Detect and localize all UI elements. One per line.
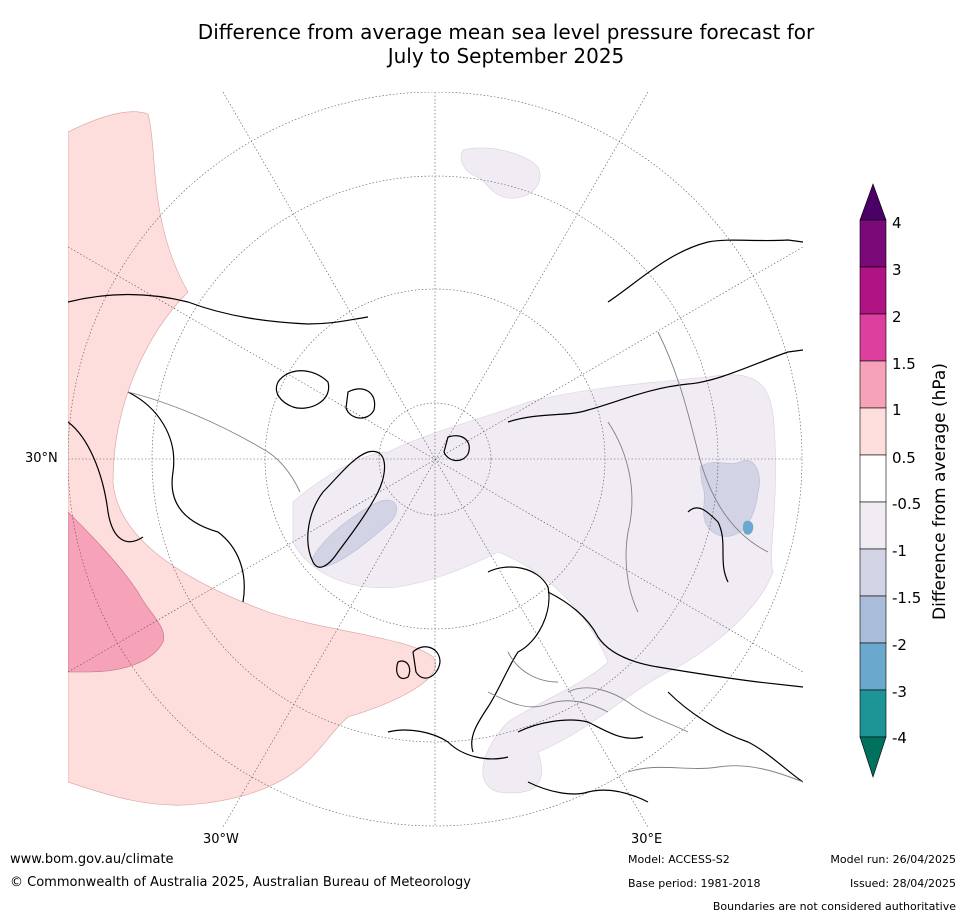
colorbar-segment [859,219,887,268]
lon-30e-label: 30°E [631,832,663,847]
colorbar-label-neg-2: -2 [892,636,907,654]
colorbar-label-0-5: 0.5 [892,449,916,467]
lon-30w-label: 30°W [203,832,239,847]
chart-title: Difference from average mean sea level p… [0,20,965,68]
boundaries-note: Boundaries are not considered authoritat… [712,900,956,913]
graticule [68,92,803,827]
colorbar-segment [859,407,887,456]
strong-positive-anomaly-region [68,511,165,673]
siberia-strong-negative-spot [742,520,754,535]
colorbar-label-neg-4: -4 [892,729,907,747]
base-period-text: Base period: 1981-2018 [628,877,761,890]
colorbar-segment [859,454,887,503]
colorbar-extend-top [859,183,887,221]
polar-map [68,92,803,827]
siberia-negative-anomaly [699,460,760,537]
colorbar-label-neg-0-5: -0.5 [892,495,922,513]
colorbar-label-4: 4 [892,214,902,232]
model-run-text: Model run: 26/04/2025 [830,853,956,866]
negative-anomaly-region [292,374,776,794]
country-borders [127,331,803,783]
colorbar-extend-bottom [859,736,887,778]
colorbar-label-neg-1: -1 [892,542,907,560]
colorbar-segment [859,266,887,315]
colorbar-segment [859,501,887,550]
colorbar-segment [859,642,887,691]
title-line-1: Difference from average mean sea level p… [197,20,815,44]
colorbar-label-3: 3 [892,261,902,279]
colorbar-segment [859,313,887,362]
greenland-negative-anomaly [312,499,397,568]
colorbar-label-1: 1 [892,401,902,419]
colorbar-label-neg-3: -3 [892,683,907,701]
colorbar-label-neg-1-5: -1.5 [892,589,922,607]
colorbar-title: Difference from average (hPa) [930,363,950,620]
model-text: Model: ACCESS-S2 [628,853,730,866]
issued-text: Issued: 28/04/2025 [849,877,956,890]
coastlines [68,239,803,803]
colorbar-segment [859,360,887,409]
colorbar-segment [859,548,887,597]
copyright-text: © Commonwealth of Australia 2025, Austra… [10,875,471,890]
colorbar-label-2: 2 [892,308,902,326]
negative-anomaly-small-region [460,147,541,199]
colorbar-segment [859,595,887,644]
colorbar [859,183,887,778]
title-line-2: July to September 2025 [387,44,625,68]
colorbar-label-1-5: 1.5 [892,355,916,373]
lat-30n-label: 30°N [25,451,58,466]
website-link[interactable]: www.bom.gov.au/climate [10,852,174,867]
colorbar-segment [859,689,887,738]
